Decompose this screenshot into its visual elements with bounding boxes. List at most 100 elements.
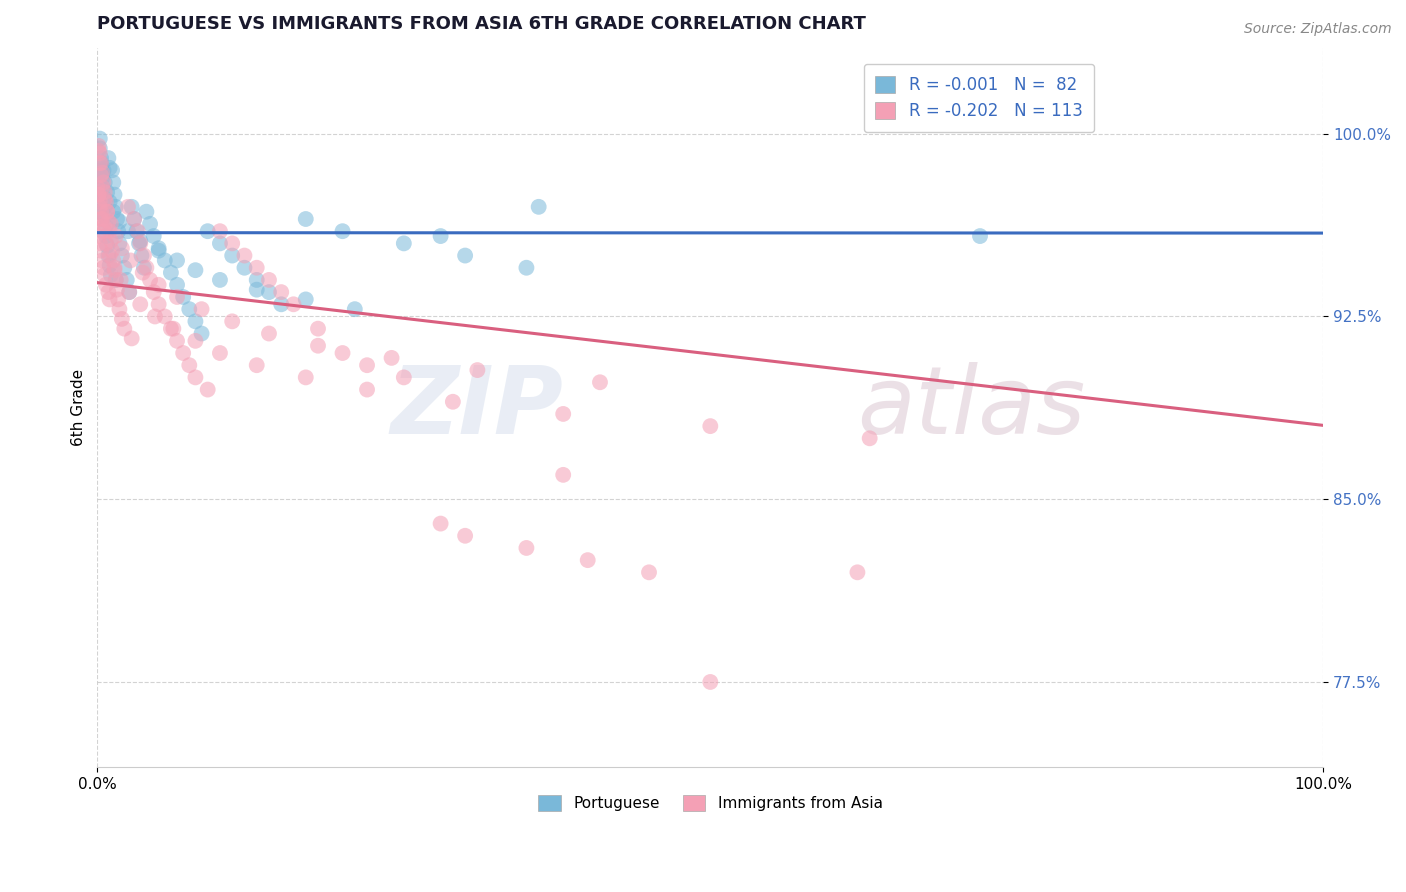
Point bbox=[98, 249, 121, 263]
Point bbox=[93, 163, 115, 178]
Point bbox=[179, 302, 201, 317]
Point bbox=[103, 263, 125, 277]
Point bbox=[90, 151, 112, 165]
Point bbox=[93, 224, 115, 238]
Point bbox=[553, 467, 575, 482]
Point bbox=[87, 187, 110, 202]
Point bbox=[166, 290, 188, 304]
Point bbox=[103, 176, 125, 190]
Point bbox=[515, 260, 537, 275]
Point bbox=[148, 277, 170, 292]
Point bbox=[148, 244, 170, 258]
Point bbox=[208, 224, 231, 238]
Point bbox=[283, 297, 305, 311]
Point bbox=[553, 407, 575, 421]
Point bbox=[121, 200, 143, 214]
Point bbox=[294, 212, 316, 227]
Point bbox=[208, 273, 231, 287]
Point bbox=[132, 266, 155, 280]
Point bbox=[87, 194, 110, 209]
Point bbox=[97, 249, 120, 263]
Point bbox=[91, 180, 114, 194]
Point bbox=[515, 541, 537, 555]
Point bbox=[86, 187, 108, 202]
Point bbox=[111, 249, 134, 263]
Point bbox=[307, 321, 329, 335]
Point bbox=[576, 553, 599, 567]
Point bbox=[179, 358, 201, 372]
Point bbox=[89, 156, 111, 170]
Point bbox=[246, 283, 269, 297]
Point bbox=[143, 310, 166, 324]
Point bbox=[103, 187, 125, 202]
Point bbox=[115, 273, 138, 287]
Point bbox=[257, 273, 280, 287]
Point bbox=[392, 236, 415, 251]
Point bbox=[93, 210, 115, 224]
Point bbox=[112, 260, 135, 275]
Point bbox=[122, 212, 145, 227]
Point bbox=[166, 253, 188, 268]
Point bbox=[94, 229, 117, 244]
Point bbox=[108, 302, 131, 317]
Point bbox=[233, 260, 256, 275]
Point bbox=[90, 168, 112, 182]
Point bbox=[166, 334, 188, 348]
Point bbox=[91, 166, 114, 180]
Point bbox=[846, 566, 869, 580]
Point bbox=[294, 370, 316, 384]
Point bbox=[103, 253, 125, 268]
Point bbox=[166, 277, 188, 292]
Point bbox=[87, 139, 110, 153]
Text: ZIP: ZIP bbox=[391, 362, 564, 454]
Point bbox=[91, 166, 114, 180]
Point bbox=[90, 156, 112, 170]
Point bbox=[153, 310, 176, 324]
Point bbox=[131, 249, 153, 263]
Point bbox=[467, 363, 489, 377]
Point bbox=[90, 161, 112, 175]
Point bbox=[184, 334, 207, 348]
Point bbox=[184, 263, 207, 277]
Point bbox=[257, 326, 280, 341]
Point bbox=[343, 302, 366, 317]
Point bbox=[93, 176, 115, 190]
Point bbox=[429, 229, 451, 244]
Point bbox=[117, 224, 139, 238]
Point bbox=[197, 224, 219, 238]
Point bbox=[87, 187, 110, 202]
Point bbox=[87, 176, 110, 190]
Point bbox=[270, 285, 292, 299]
Point bbox=[129, 234, 152, 248]
Point bbox=[104, 273, 127, 287]
Point bbox=[246, 358, 269, 372]
Point bbox=[270, 297, 292, 311]
Point bbox=[90, 156, 112, 170]
Point bbox=[221, 249, 243, 263]
Point bbox=[859, 431, 882, 445]
Point bbox=[441, 394, 464, 409]
Point bbox=[125, 224, 148, 238]
Point bbox=[148, 297, 170, 311]
Point bbox=[89, 146, 111, 161]
Point bbox=[89, 141, 111, 155]
Point bbox=[135, 204, 157, 219]
Point bbox=[246, 273, 269, 287]
Point bbox=[129, 236, 152, 251]
Point bbox=[120, 253, 142, 268]
Point bbox=[98, 258, 121, 272]
Point bbox=[104, 273, 127, 287]
Point bbox=[101, 244, 124, 258]
Point bbox=[107, 224, 129, 238]
Point bbox=[86, 187, 108, 202]
Point bbox=[98, 224, 121, 238]
Point bbox=[104, 200, 127, 214]
Point bbox=[93, 200, 115, 214]
Point bbox=[129, 297, 152, 311]
Point bbox=[93, 176, 115, 190]
Point bbox=[100, 268, 122, 282]
Point bbox=[98, 293, 121, 307]
Point bbox=[128, 236, 150, 251]
Point bbox=[93, 268, 115, 282]
Point bbox=[105, 212, 128, 227]
